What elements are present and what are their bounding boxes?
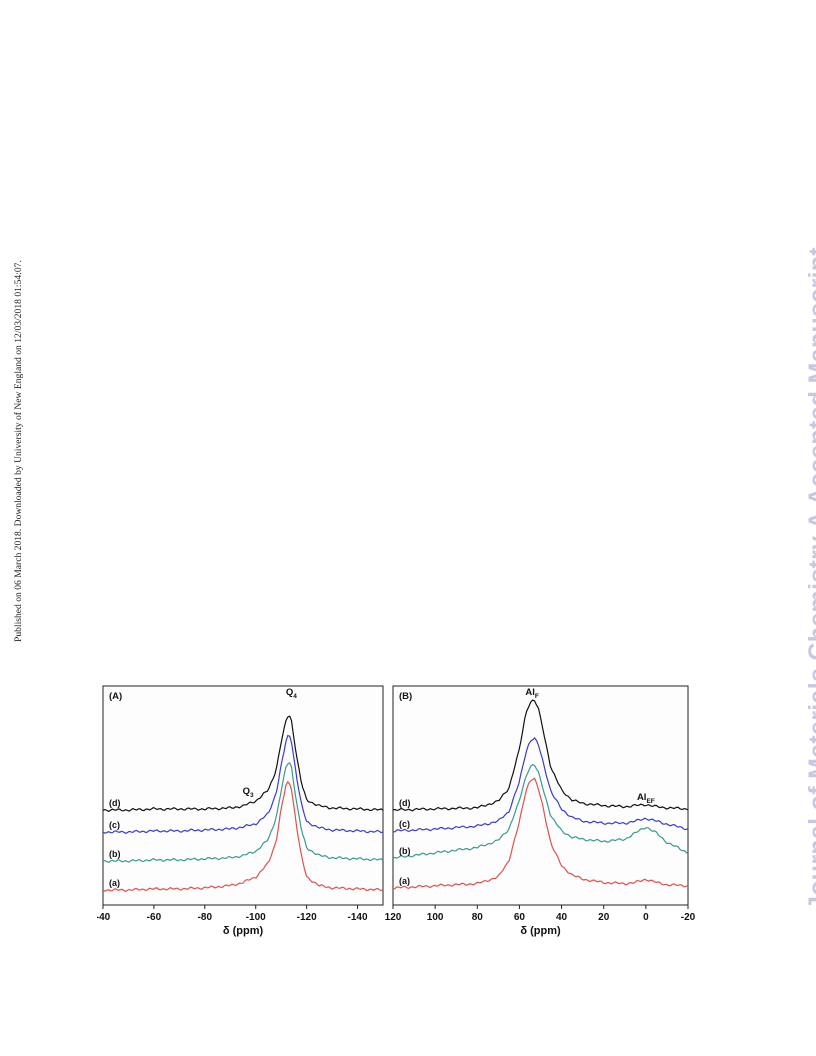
peak-annotation: AlF	[525, 687, 539, 700]
x-tick-label: 100	[427, 912, 444, 923]
panel-label: (A)	[109, 691, 122, 702]
x-tick-label: 40	[556, 912, 568, 923]
x-axis-label: δ (ppm)	[520, 925, 561, 937]
series-line-c	[392, 736, 689, 833]
x-tick-label: -60	[147, 912, 162, 923]
peak-annotation: Q4	[286, 687, 297, 700]
peak-annotation: Q3	[243, 786, 254, 799]
series-line-a	[392, 777, 689, 890]
x-tick-label: -140	[348, 912, 368, 923]
x-tick-label: 120	[385, 912, 402, 923]
peak-annotation: AlEF	[637, 792, 655, 805]
x-tick-label: -100	[246, 912, 266, 923]
x-tick-label: 0	[643, 912, 649, 923]
trace-label: (a)	[109, 878, 120, 888]
chart-panel-a: -40 -60 -80 -100 -120 -140 δ (ppm) (A) (a) (b) (c)…	[97, 685, 384, 937]
series-line-c	[102, 734, 384, 834]
x-tick-label: -80	[198, 912, 213, 923]
chart-panel-b: 120 100 80 60 40 20 0 -20 δ (ppm) (B) (a) (b) (c) (d)…	[385, 685, 696, 937]
trace-label: (d)	[399, 798, 411, 808]
plot-frame	[102, 685, 384, 906]
trace-label: (c)	[109, 820, 120, 830]
trace-label: (c)	[399, 819, 410, 829]
x-tick-label: 60	[514, 912, 526, 923]
x-axis-label: δ (ppm)	[223, 925, 264, 937]
trace-label: (d)	[109, 798, 121, 808]
x-tick-label: 80	[472, 912, 484, 923]
trace-label: (b)	[109, 849, 121, 859]
x-tick-label: 20	[598, 912, 610, 923]
series-line-a	[102, 780, 384, 893]
series-line-d	[102, 715, 384, 813]
trace-label: (a)	[399, 876, 410, 886]
accepted-manuscript-watermark: Journal of Materials Chemistry A Accepte…	[804, 247, 816, 910]
panel-label: (B)	[399, 691, 412, 702]
trace-label: (b)	[399, 846, 411, 856]
series-line-b	[102, 762, 384, 863]
publication-note: Published on 06 March 2018. Downloaded b…	[13, 260, 24, 642]
series-line-b	[392, 763, 689, 859]
x-tick-label: -20	[681, 912, 696, 923]
x-tick-label: -120	[297, 912, 317, 923]
series-line-d	[392, 699, 689, 812]
x-tick-label: -40	[97, 912, 111, 923]
